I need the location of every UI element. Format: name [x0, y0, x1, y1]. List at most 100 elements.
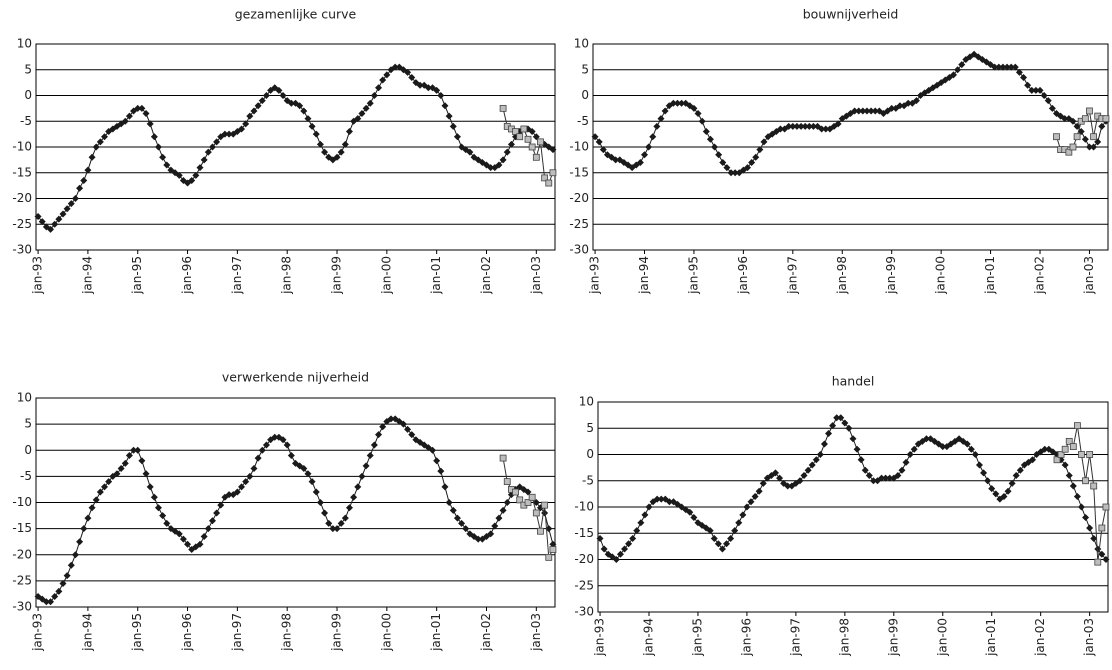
data-point — [408, 431, 416, 439]
data-point — [657, 495, 665, 503]
data-point — [878, 474, 886, 482]
data-point — [833, 414, 841, 422]
data-point — [350, 493, 358, 501]
x-tick-label: jan-03 — [1082, 256, 1096, 295]
data-point — [358, 110, 366, 118]
data-point — [304, 115, 312, 123]
data-point — [92, 143, 100, 151]
data-point — [487, 164, 495, 172]
data-point — [399, 420, 407, 428]
data-point — [499, 454, 507, 462]
x-tick-label: jan-99 — [330, 613, 344, 652]
data-point — [1082, 477, 1089, 485]
data-point — [922, 435, 930, 443]
data-point — [1032, 86, 1040, 94]
y-tick-label: -20 — [574, 552, 594, 566]
data-point — [984, 477, 992, 485]
data-point — [80, 525, 88, 533]
data-point — [1098, 122, 1106, 130]
x-tick-label: jan-01 — [983, 256, 997, 295]
data-point — [950, 71, 957, 79]
data-point — [1028, 86, 1036, 94]
y-tick-label: -25 — [12, 217, 32, 231]
data-point — [337, 148, 345, 156]
data-point — [345, 504, 353, 512]
data-point — [34, 213, 42, 221]
data-point — [1016, 466, 1024, 474]
data-point — [1041, 445, 1049, 453]
data-point — [88, 153, 96, 161]
data-point — [287, 99, 295, 107]
data-point — [988, 485, 996, 493]
data-point — [829, 422, 837, 430]
data-point — [612, 156, 620, 164]
data-point — [150, 493, 158, 501]
data-point — [1040, 92, 1048, 99]
x-tick-label: jan-02 — [1033, 256, 1047, 295]
data-point — [727, 535, 735, 542]
data-point — [283, 441, 291, 449]
x-tick-label: jan-96 — [739, 618, 753, 657]
y-tick-label: -20 — [12, 547, 32, 561]
data-point — [404, 68, 412, 76]
data-point — [362, 104, 370, 112]
data-point — [1015, 68, 1023, 76]
data-point — [329, 525, 337, 533]
data-point — [300, 465, 308, 473]
data-point — [776, 474, 784, 482]
data-point — [51, 220, 59, 228]
data-point — [591, 133, 599, 141]
data-point — [871, 107, 879, 115]
data-point — [755, 487, 763, 495]
data-point — [246, 112, 254, 120]
data-point — [1061, 445, 1069, 453]
data-point — [308, 122, 316, 130]
y-tick-label: -5 — [582, 473, 594, 487]
data-point — [600, 545, 608, 553]
data-point — [445, 112, 453, 120]
data-point — [499, 104, 507, 112]
y-tick-label: 0 — [581, 88, 589, 102]
y-tick-label: -10 — [12, 140, 32, 154]
data-point — [686, 508, 694, 516]
data-point — [379, 423, 387, 431]
data-point — [1073, 133, 1081, 141]
x-tick-label: jan-02 — [1033, 618, 1047, 657]
data-point — [678, 99, 686, 107]
data-point — [354, 115, 362, 123]
data-point — [1069, 482, 1077, 490]
data-point — [146, 483, 154, 491]
data-point — [458, 519, 466, 527]
data-point — [1082, 514, 1090, 521]
x-tick-label: jan-95 — [686, 256, 700, 295]
data-point — [963, 440, 971, 448]
data-point — [1090, 482, 1098, 490]
data-point — [999, 63, 1007, 71]
data-point — [1003, 63, 1011, 71]
series-line — [37, 418, 554, 603]
data-point — [300, 107, 308, 115]
data-point — [184, 540, 192, 548]
data-point — [366, 451, 374, 459]
data-point — [857, 456, 865, 464]
data-point — [800, 472, 808, 479]
data-point — [702, 128, 710, 136]
data-point — [863, 107, 871, 115]
data-point — [159, 153, 167, 161]
data-point — [391, 63, 399, 71]
data-point — [1065, 472, 1073, 479]
data-point — [125, 451, 133, 459]
data-point — [820, 440, 828, 448]
x-tick-label: jan-03 — [529, 613, 543, 652]
data-point — [616, 550, 624, 558]
y-tick-label: 10 — [17, 391, 32, 405]
data-point — [743, 503, 751, 511]
data-point — [673, 99, 681, 107]
data-point — [896, 102, 904, 110]
data-point — [537, 138, 544, 146]
data-point — [837, 414, 845, 422]
data-point — [146, 120, 154, 128]
x-tick-label: jan-96 — [180, 613, 194, 652]
data-point — [796, 477, 804, 485]
data-point — [1073, 122, 1081, 130]
